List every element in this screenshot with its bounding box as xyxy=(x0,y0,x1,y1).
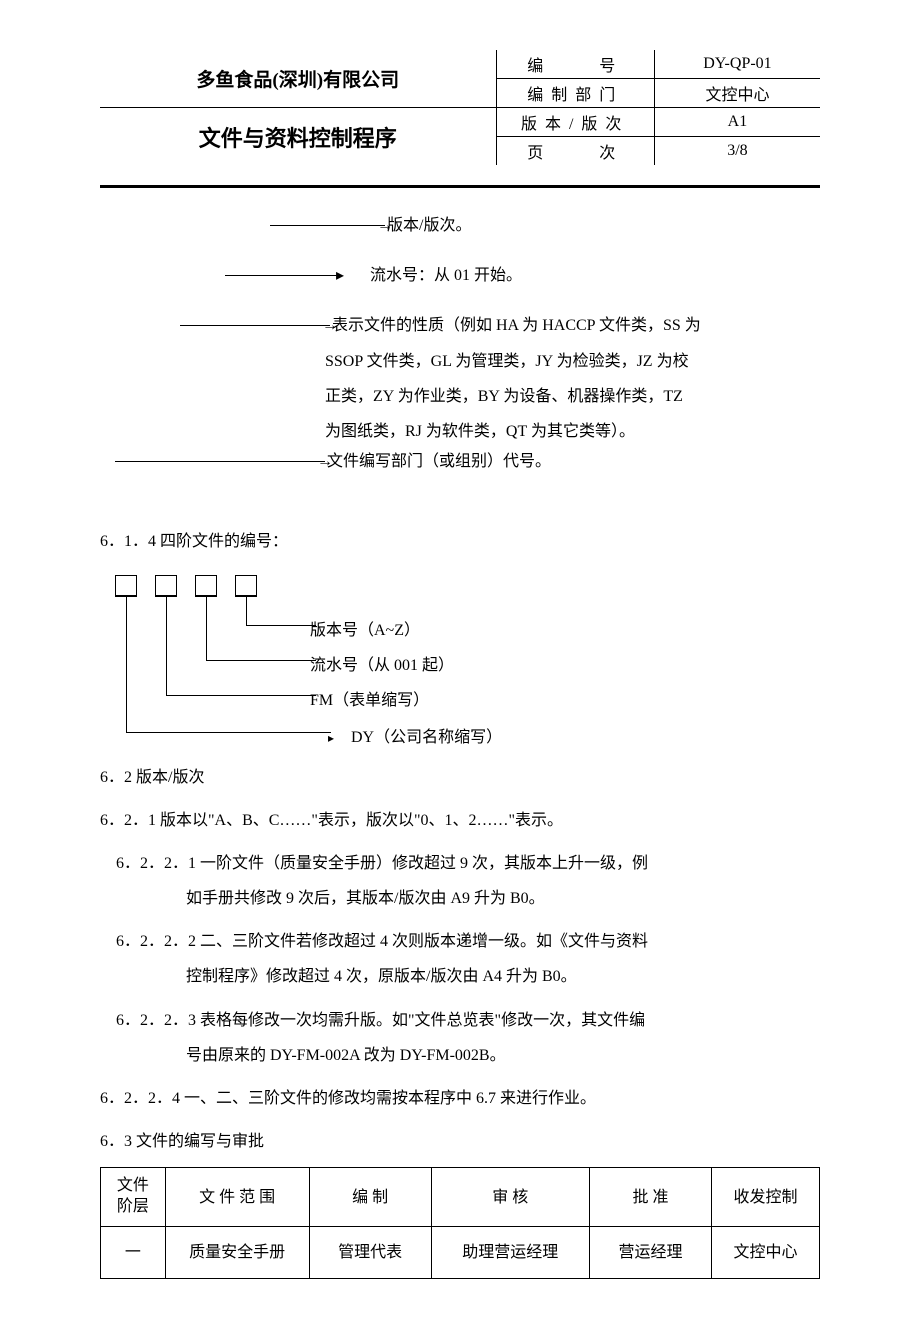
section-heading: 6．2 版本/版次 xyxy=(100,760,820,795)
nature-line: SSOP 文件类，GL 为管理类，JY 为检验类，JZ 为校 xyxy=(325,344,810,379)
table-cell: 营运经理 xyxy=(589,1226,711,1278)
num-box xyxy=(195,575,217,597)
header-label: 编 号 xyxy=(496,50,654,79)
document-body: → 版本/版次。 ▸ 流水号：从 01 开始。 → 表示文件的性质（例如 HA … xyxy=(100,208,820,1279)
header-value: A1 xyxy=(654,108,820,137)
tree-label: FM（表单缩写） xyxy=(310,683,429,718)
section-heading: 6．1．4 四阶文件的编号： xyxy=(100,524,820,559)
nature-line: 正类，ZY 为作业类，BY 为设备、机器操作类，TZ xyxy=(325,379,810,414)
header-label: 编制部门 xyxy=(496,79,654,108)
header-divider xyxy=(100,185,820,188)
tree-diagram: ▸ 版本号（A~Z） 流水号（从 001 起） FM（表单缩写） DY（公司名称… xyxy=(115,597,820,752)
nature-lead: 表示文件的性质（例如 HA 为 HACCP 文件类，SS 为 xyxy=(332,308,701,343)
header-value: DY-QP-01 xyxy=(654,50,820,79)
arrow-text: 流水号：从 01 开始。 xyxy=(354,258,522,293)
paragraph: 6．2．2．4 一、二、三阶文件的修改均需按本程序中 6.7 来进行作业。 xyxy=(100,1081,820,1116)
paragraph: 6．2．1 版本以"A、B、C……"表示，版次以"0、1、2……"表示。 xyxy=(100,803,820,838)
arrow-line: → 文件编写部门（或组别）代号。 xyxy=(115,444,820,479)
paragraph-cont: 如手册共修改 9 次后，其版本/版次由 A9 升为 B0。 xyxy=(186,881,820,916)
table-header: 收发控制 xyxy=(712,1168,820,1227)
num-box xyxy=(235,575,257,597)
table-header: 批 准 xyxy=(589,1168,711,1227)
paragraph: 6．2．2．2 二、三阶文件若修改超过 4 次则版本递增一级。如《文件与资料 xyxy=(120,924,820,959)
table-header: 文 件 范 围 xyxy=(165,1168,309,1227)
table-header: 编 制 xyxy=(309,1168,431,1227)
table-cell: 文控中心 xyxy=(712,1226,820,1278)
dept-arrow-text: 文件编写部门（或组别）代号。 xyxy=(327,444,551,479)
paragraph-cont: 号由原来的 DY-FM-002A 改为 DY-FM-002B。 xyxy=(186,1038,820,1073)
arrow-line: → 版本/版次。 xyxy=(270,208,820,243)
table-row: 一 质量安全手册 管理代表 助理营运经理 营运经理 文控中心 xyxy=(101,1226,820,1278)
number-boxes xyxy=(115,575,820,597)
tree-label: 流水号（从 001 起） xyxy=(310,648,454,683)
doc-title: 文件与资料控制程序 xyxy=(108,121,488,153)
table-cell: 一 xyxy=(101,1226,166,1278)
table-header: 审 核 xyxy=(431,1168,589,1227)
paragraph: 6．2．2．3 表格每修改一次均需升版。如"文件总览表"修改一次，其文件编 xyxy=(120,1003,820,1038)
num-box xyxy=(115,575,137,597)
table-cell: 管理代表 xyxy=(309,1226,431,1278)
company-name: 多鱼食品(深圳)有限公司 xyxy=(108,65,488,92)
header-value: 3/8 xyxy=(654,137,820,166)
table-cell: 质量安全手册 xyxy=(165,1226,309,1278)
table-header: 文件阶层 xyxy=(101,1168,166,1227)
header-label: 页 次 xyxy=(496,137,654,166)
num-box xyxy=(155,575,177,597)
table-cell: 助理营运经理 xyxy=(431,1226,589,1278)
paragraph: 6．2．2．1 一阶文件（质量安全手册）修改超过 9 次，其版本上升一级，例 xyxy=(120,846,820,881)
approval-table: 文件阶层 文 件 范 围 编 制 审 核 批 准 收发控制 一 质量安全手册 管… xyxy=(100,1167,820,1279)
tree-label: DY（公司名称缩写） xyxy=(335,720,502,755)
header-value: 文控中心 xyxy=(654,79,820,108)
arrow-text: 版本/版次。 xyxy=(387,208,471,243)
tree-label: 版本号（A~Z） xyxy=(310,613,420,648)
nature-block: → 表示文件的性质（例如 HA 为 HACCP 文件类，SS 为 SSOP 文件… xyxy=(100,308,820,449)
section-heading: 6．3 文件的编写与审批 xyxy=(100,1124,820,1159)
document-header: 多鱼食品(深圳)有限公司 编 号 DY-QP-01 编制部门 文控中心 文件与资… xyxy=(100,50,820,165)
paragraph-cont: 控制程序》修改超过 4 次，原版本/版次由 A4 升为 B0。 xyxy=(186,959,820,994)
arrow-line: ▸ 流水号：从 01 开始。 xyxy=(225,258,820,293)
header-label: 版本/版次 xyxy=(496,108,654,137)
